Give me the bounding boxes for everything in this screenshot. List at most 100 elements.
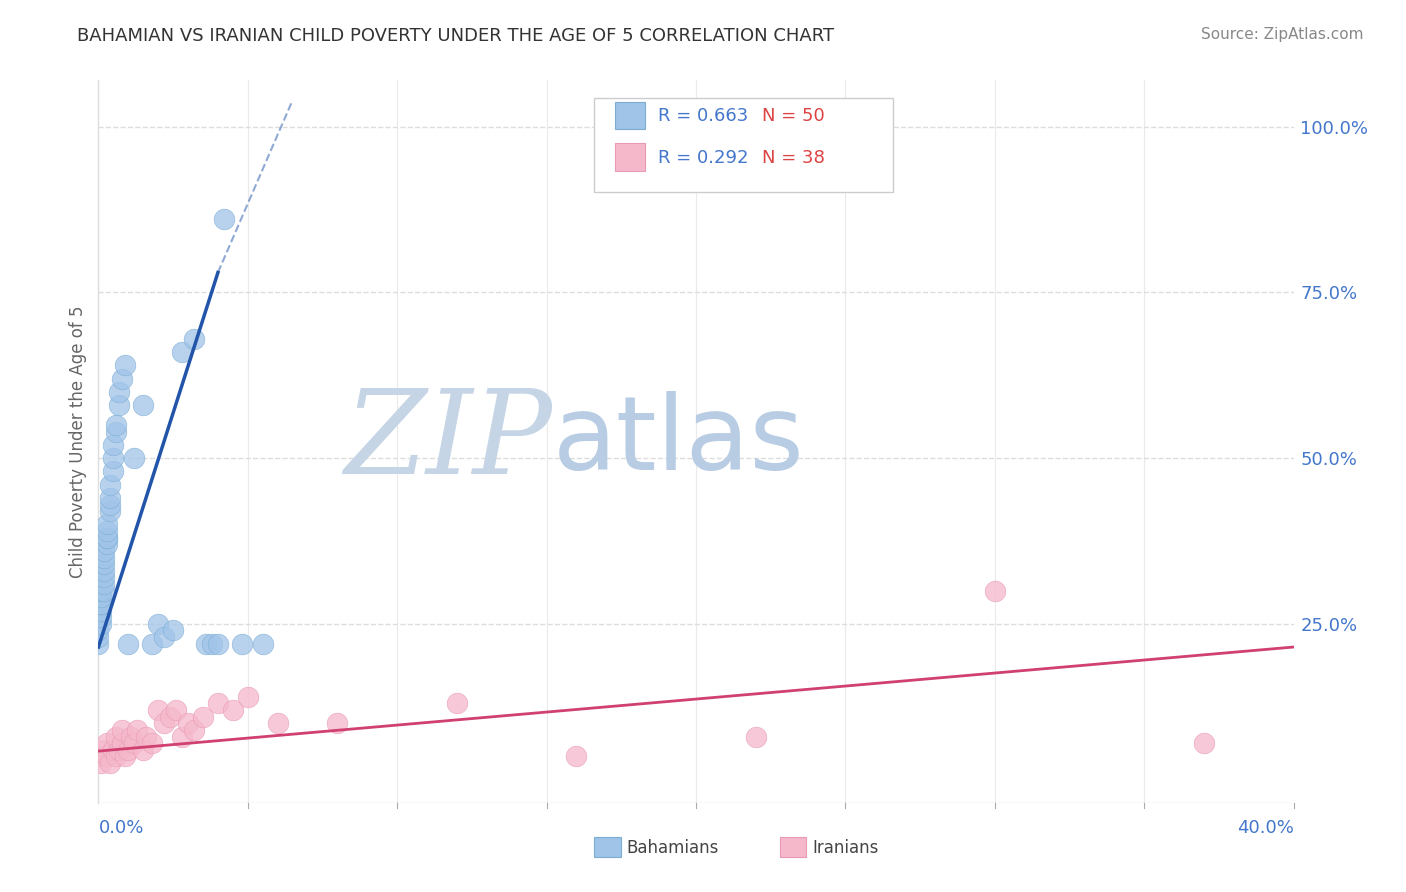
Point <box>96 736 118 750</box>
Point <box>153 716 176 731</box>
Text: N = 50: N = 50 <box>762 107 824 126</box>
Text: Iranians: Iranians <box>811 838 879 856</box>
Point <box>326 716 349 731</box>
Point <box>117 637 139 651</box>
Point <box>90 597 112 611</box>
Point <box>124 736 146 750</box>
Point <box>132 743 155 757</box>
Point <box>132 398 155 412</box>
FancyBboxPatch shape <box>595 98 893 193</box>
Point <box>117 743 139 757</box>
Point <box>148 703 170 717</box>
Point <box>87 637 110 651</box>
Point <box>148 616 170 631</box>
Point <box>267 716 290 731</box>
Point <box>252 637 274 651</box>
Point <box>159 709 181 723</box>
Text: N = 38: N = 38 <box>762 149 824 168</box>
Point <box>201 637 224 651</box>
Point <box>162 624 184 638</box>
Point <box>141 736 163 750</box>
Point <box>98 504 122 518</box>
Text: Bahamians: Bahamians <box>627 838 718 856</box>
Text: 0.0%: 0.0% <box>98 820 143 838</box>
Point <box>165 703 187 717</box>
Point <box>90 597 112 611</box>
Point <box>87 630 110 644</box>
Point <box>93 564 115 578</box>
Point <box>127 723 149 737</box>
Point <box>565 749 588 764</box>
Point <box>135 730 157 744</box>
Point <box>1192 736 1215 750</box>
Point <box>105 417 128 432</box>
Text: BAHAMIAN VS IRANIAN CHILD POVERTY UNDER THE AGE OF 5 CORRELATION CHART: BAHAMIAN VS IRANIAN CHILD POVERTY UNDER … <box>77 27 834 45</box>
Point <box>111 736 134 750</box>
Point <box>96 517 118 532</box>
Point <box>98 491 122 505</box>
Text: R = 0.663: R = 0.663 <box>658 107 748 126</box>
FancyBboxPatch shape <box>780 837 806 857</box>
Point <box>98 477 122 491</box>
Point <box>90 756 112 770</box>
Point <box>93 583 115 598</box>
Point <box>87 624 110 638</box>
Point <box>96 749 118 764</box>
Point <box>207 697 229 711</box>
Point <box>207 637 229 651</box>
Point <box>114 749 136 764</box>
Point <box>96 531 118 545</box>
Point <box>195 637 218 651</box>
Point <box>98 498 122 512</box>
Point <box>212 212 235 227</box>
Point <box>90 610 112 624</box>
Text: ZIP: ZIP <box>344 384 553 499</box>
FancyBboxPatch shape <box>614 143 644 170</box>
Point <box>183 332 205 346</box>
Point <box>96 537 118 551</box>
Point <box>108 384 131 399</box>
Point <box>108 398 131 412</box>
Point <box>93 570 115 584</box>
Point <box>172 730 194 744</box>
Text: atlas: atlas <box>553 391 804 492</box>
Point <box>103 438 125 452</box>
Point <box>984 583 1007 598</box>
Point <box>93 743 115 757</box>
Point <box>105 749 128 764</box>
Point <box>90 583 112 598</box>
Point <box>90 616 112 631</box>
Point <box>93 557 115 571</box>
Point <box>93 577 115 591</box>
Point <box>96 531 118 545</box>
Point <box>96 524 118 538</box>
Point <box>93 544 115 558</box>
Point <box>236 690 259 704</box>
Point <box>98 756 122 770</box>
Point <box>108 743 131 757</box>
Point <box>111 723 134 737</box>
FancyBboxPatch shape <box>595 837 620 857</box>
Point <box>191 709 214 723</box>
Point <box>103 464 125 478</box>
Point <box>90 603 112 617</box>
Point <box>114 359 136 373</box>
Point <box>124 451 146 466</box>
Point <box>90 591 112 605</box>
Point <box>105 730 128 744</box>
Point <box>120 730 142 744</box>
Point <box>111 371 134 385</box>
Point <box>172 345 194 359</box>
Point <box>105 425 128 439</box>
Y-axis label: Child Poverty Under the Age of 5: Child Poverty Under the Age of 5 <box>69 305 87 578</box>
Point <box>177 716 200 731</box>
Point <box>93 550 115 565</box>
Point <box>446 697 468 711</box>
Point <box>222 703 245 717</box>
Point <box>231 637 253 651</box>
Point <box>745 730 768 744</box>
Point <box>87 749 110 764</box>
Point <box>103 451 125 466</box>
Point <box>103 743 125 757</box>
Point <box>183 723 205 737</box>
